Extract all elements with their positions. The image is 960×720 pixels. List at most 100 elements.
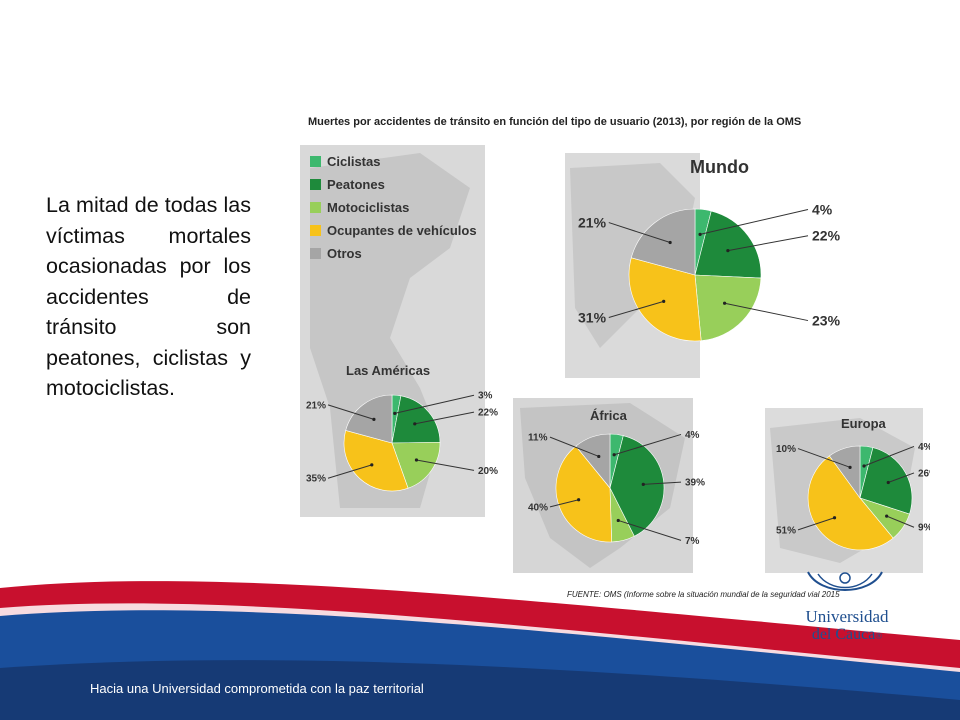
leader-line-europa-motociclistas: [886, 515, 915, 528]
pie-slice-las-americas-otros: [345, 394, 393, 444]
leader-line-las-americas-otros: [327, 404, 375, 420]
registered-mark: ®: [875, 631, 883, 641]
pie-slice-europa-ocupantes-de-vehiculos: [807, 455, 894, 551]
pie-slice-africa-otros: [575, 433, 611, 489]
leader-line-africa-ciclistas: [614, 433, 682, 456]
leader-dot-las-americas-otros: [372, 417, 376, 421]
leader-line-las-americas-peatones: [414, 411, 475, 425]
leader-line-africa-peatones: [643, 481, 682, 485]
data-label-mundo-otros: 21%: [578, 214, 607, 230]
university-seal-icon: [807, 571, 883, 591]
data-label-africa-peatones: 39%: [685, 478, 705, 489]
leader-line-mundo-ciclistas: [699, 209, 809, 235]
pie-mundo: Mundo 4% 22% 23% 21% 31%: [578, 157, 841, 342]
legend-swatch-otros: [310, 248, 321, 259]
data-label-las-americas-ocupantes-de-vehiculos: 35%: [306, 474, 326, 485]
leader-dot-europa-ocupantes-de-vehiculos: [832, 516, 837, 520]
data-label-las-americas-otros: 21%: [306, 400, 326, 411]
pie-title-mundo: Mundo: [690, 157, 749, 177]
data-label-europa-ocupantes-de-vehiculos: 51%: [776, 525, 796, 536]
data-label-mundo-peatones: 22%: [812, 228, 841, 244]
leader-line-mundo-motociclistas: [724, 302, 809, 322]
pie-las-americas: Las Américas 3% 22% 20% 21% 35%: [306, 363, 498, 492]
pie-africa: África 4% 39% 7% 11% 40%: [528, 408, 705, 547]
data-label-africa-otros: 11%: [528, 433, 548, 444]
legend-swatch-peatones: [310, 179, 321, 190]
pie-title-las-americas: Las Américas: [346, 363, 430, 378]
banner-navy-band: [0, 660, 960, 720]
pie-slice-las-americas-peatones: [391, 395, 441, 444]
leader-line-las-americas-motociclistas: [416, 459, 475, 471]
leader-dot-africa-ciclistas: [612, 453, 616, 457]
pie-slice-mundo-otros: [630, 208, 696, 276]
leader-dot-africa-motociclistas: [616, 518, 620, 523]
leader-dot-europa-ciclistas: [862, 464, 866, 468]
pie-title-africa: África: [590, 408, 628, 423]
pie-title-europa: Europa: [841, 416, 887, 431]
pie-slice-las-americas-ocupantes-de-vehiculos: [343, 430, 409, 492]
leader-dot-mundo-peatones: [726, 249, 730, 253]
pie-slice-mundo-peatones: [694, 210, 762, 279]
leader-dot-mundo-motociclistas: [723, 301, 727, 305]
chart-title: Muertes por accidentes de tránsito en fu…: [308, 116, 802, 128]
data-label-africa-motociclistas: 7%: [685, 536, 700, 547]
source-note: FUENTE: OMS (Informe sobre la situación …: [567, 590, 840, 599]
data-label-las-americas-motociclistas: 20%: [478, 466, 498, 477]
leader-dot-las-americas-ocupantes-de-vehiculos: [370, 463, 374, 467]
university-name-line1: Universidad: [805, 607, 889, 626]
leader-line-europa-otros: [797, 448, 851, 468]
leader-dot-mundo-ocupantes-de-vehiculos: [662, 299, 666, 303]
data-label-europa-motociclistas: 9%: [918, 523, 930, 534]
leader-dot-africa-otros: [597, 454, 601, 459]
body-text: La mitad de todas las víctimas mortales …: [46, 193, 251, 400]
data-label-europa-peatones: 26%: [918, 468, 930, 479]
data-label-europa-otros: 10%: [776, 444, 796, 455]
pie-charts: Mundo 4% 22% 23% 21% 31% Las Américas 3% 22% 20% 2…: [306, 157, 930, 551]
legend-swatch-ocupantes-de-vehiculos: [310, 225, 321, 236]
leader-dot-europa-motociclistas: [885, 514, 889, 518]
pie-slice-las-americas-motociclistas: [391, 441, 441, 489]
leader-dot-mundo-otros: [668, 240, 672, 245]
leader-line-europa-peatones: [888, 472, 915, 483]
legend-label-motociclistas: Motociclistas: [327, 200, 409, 215]
data-label-las-americas-ciclistas: 3%: [478, 391, 493, 402]
leader-line-las-americas-ciclistas: [394, 394, 475, 414]
legend-swatch-motociclistas: [310, 202, 321, 213]
university-name-line2: del Cauca: [811, 626, 876, 643]
data-label-mundo-motociclistas: 23%: [812, 312, 841, 328]
pie-slice-europa-otros: [829, 445, 861, 499]
leader-dot-africa-ocupantes-de-vehiculos: [577, 498, 581, 502]
legend-label-ocupantes-de-vehiculos: Ocupantes de vehículos: [327, 223, 477, 238]
university-logo: Universidad del Cauca®: [792, 608, 902, 645]
pie-slice-mundo-motociclistas: [694, 274, 762, 342]
leader-line-africa-ocupantes-de-vehiculos: [549, 499, 579, 508]
legend: Ciclistas Peatones Motociclistas Ocupantes …: [310, 154, 477, 261]
pie-slice-europa-peatones: [859, 447, 913, 515]
leader-dot-mundo-ciclistas: [698, 232, 702, 236]
data-label-africa-ciclistas: 4%: [685, 430, 700, 441]
data-label-mundo-ciclistas: 4%: [812, 201, 833, 217]
leader-dot-europa-otros: [848, 465, 852, 469]
data-label-las-americas-peatones: 22%: [478, 408, 498, 419]
legend-swatch-ciclistas: [310, 156, 321, 167]
pie-europa: Europa 4% 26% 9% 10% 51%: [776, 416, 930, 551]
pie-slice-mundo-ocupantes-de-vehiculos: [628, 257, 702, 342]
chart-figure: Ciclistas Peatones Motociclistas Ocupantes …: [300, 108, 930, 578]
leader-dot-las-americas-peatones: [413, 422, 417, 426]
leader-line-las-americas-ocupantes-de-vehiculos: [327, 464, 372, 479]
leader-dot-africa-peatones: [641, 482, 645, 486]
leader-line-europa-ciclistas: [863, 445, 915, 467]
data-label-europa-ciclistas: 4%: [918, 442, 930, 453]
slogan: Hacia una Universidad comprometida con l…: [90, 681, 424, 696]
leader-line-mundo-peatones: [727, 235, 809, 252]
leader-line-europa-ocupantes-de-vehiculos: [797, 517, 835, 531]
leader-dot-las-americas-motociclistas: [414, 458, 419, 462]
leader-line-africa-otros: [549, 436, 599, 457]
legend-label-peatones: Peatones: [327, 177, 385, 192]
figure-svg: Ciclistas Peatones Motociclistas Ocupantes …: [300, 145, 930, 573]
pie-slice-africa-ocupantes-de-vehiculos: [555, 445, 612, 543]
legend-label-otros: Otros: [327, 246, 362, 261]
pie-slice-africa-peatones: [609, 435, 665, 537]
leader-line-mundo-otros: [608, 222, 671, 243]
